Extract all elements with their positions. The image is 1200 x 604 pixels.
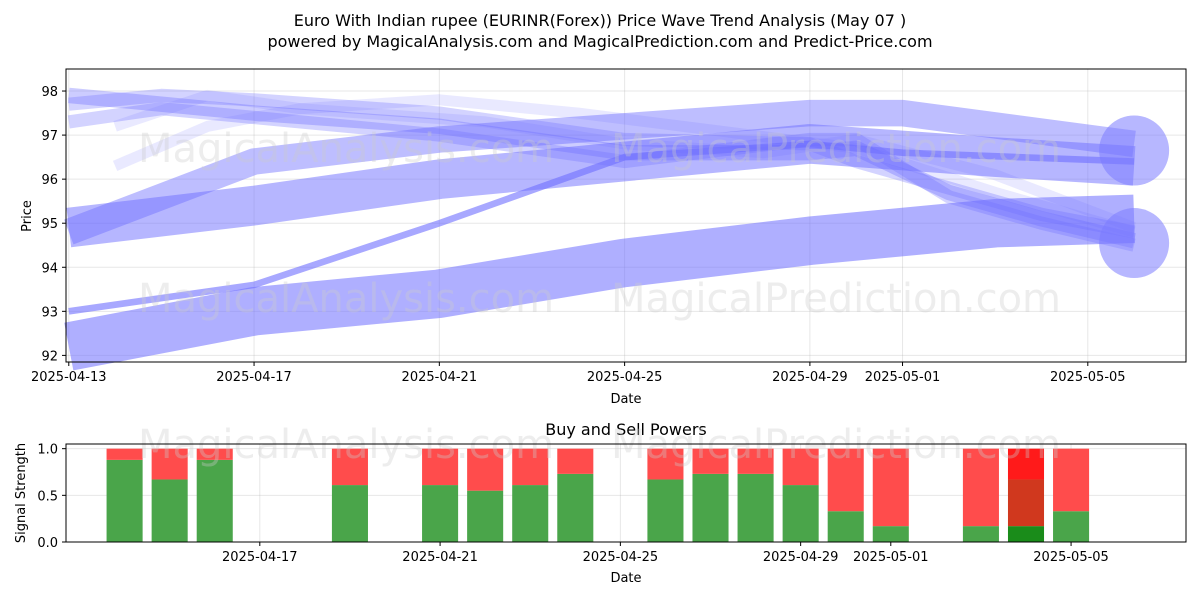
price-x-ticks: 2025-04-13 2025-04-17 2025-04-21 2025-04-25…: [31, 362, 1126, 385]
sell-power-bar: [692, 448, 729, 474]
power-x-tick-label: 2025-04-25: [583, 550, 659, 565]
sell-power-bar: [422, 448, 459, 486]
buy-power-bar: [467, 490, 504, 542]
price-y-tick-label: 95: [41, 217, 58, 232]
price-x-tick-label: 2025-04-21: [402, 370, 478, 385]
watermark-prediction-bottom: MagicalPrediction.com: [611, 422, 1061, 468]
price-y-tick-label: 98: [41, 85, 58, 100]
power-x-axis-label: Date: [610, 571, 641, 586]
buy-power-bar: [647, 479, 684, 542]
power-panel: Buy and Sell Powers MagicalAnalysis.com …: [14, 420, 1187, 586]
watermark-analysis-mid: MagicalAnalysis.com: [138, 276, 554, 322]
power-x-tick-label: 2025-04-21: [402, 550, 478, 565]
price-wave-band: [68, 88, 1136, 239]
price-x-axis-label: Date: [610, 392, 641, 407]
power-y-tick-label: 0.0: [37, 536, 58, 551]
price-y-tick-label: 97: [41, 129, 58, 144]
sell-power-bar: [827, 448, 864, 512]
price-wave-band: [64, 99, 1136, 245]
price-y-tick-label: 92: [41, 349, 58, 364]
price-y-axis-label: Price: [20, 200, 35, 232]
power-y-axis-label: Signal Strength: [14, 443, 29, 543]
price-x-tick-label: 2025-04-29: [772, 370, 848, 385]
power-y-tick-label: 0.5: [37, 489, 58, 504]
price-y-tick-label: 94: [41, 261, 58, 276]
figure-title-line2: powered by MagicalAnalysis.com and Magic…: [267, 32, 932, 51]
price-wave-band: [64, 194, 1135, 371]
price-x-tick-label: 2025-04-25: [587, 370, 663, 385]
power-x-tick-label: 2025-05-01: [853, 550, 929, 565]
sell-power-bar: [467, 448, 504, 491]
sell-power-bar-top: [1007, 448, 1045, 480]
buy-power-bar: [151, 479, 188, 542]
buy-power-bar: [872, 526, 909, 542]
buy-power-bar: [962, 526, 999, 542]
price-plot-frame: [65, 68, 1187, 363]
sell-power-bar: [1007, 479, 1045, 527]
price-x-tick-label: 2025-04-13: [31, 370, 107, 385]
price-end-markers: [1099, 115, 1170, 279]
power-y-ticks: 0.0 0.5 1.0: [37, 443, 66, 551]
buy-power-bar: [422, 485, 459, 542]
price-y-tick-label: 93: [41, 305, 58, 320]
buy-power-bar: [1053, 511, 1090, 542]
price-wave-bands: [64, 87, 1137, 371]
sell-power-bar: [962, 448, 999, 527]
sell-power-bar: [557, 448, 594, 474]
sell-power-bar: [151, 448, 188, 480]
power-plot-frame: [65, 443, 1187, 543]
price-x-tick-label: 2025-05-01: [865, 370, 941, 385]
sell-power-bar: [782, 448, 819, 486]
price-y-tick-label: 96: [41, 173, 58, 188]
buy-power-bar: [782, 485, 819, 542]
sell-power-bar: [331, 448, 368, 486]
sell-power-bar: [647, 448, 684, 480]
buy-power-bar: [557, 473, 594, 542]
buy-power-bar: [737, 473, 774, 542]
price-wave-band: [112, 94, 1136, 238]
power-plot-area: [66, 444, 1186, 542]
price-y-ticks: 92 93 94 95 96 97 98: [41, 85, 66, 364]
buy-power-bar: [106, 459, 143, 542]
buy-power-bar: [196, 459, 233, 542]
price-x-tick-label: 2025-05-05: [1050, 370, 1126, 385]
buy-power-bar: [331, 485, 368, 542]
buy-power-bar: [692, 473, 729, 542]
sell-power-bar: [737, 448, 774, 474]
power-x-tick-label: 2025-04-29: [763, 550, 839, 565]
price-end-marker: [1099, 115, 1170, 186]
buy-power-bar: [827, 511, 864, 542]
sell-power-bar: [106, 448, 143, 460]
price-wave-band: [68, 140, 1135, 315]
price-end-marker: [1099, 208, 1170, 279]
power-y-tick-label: 1.0: [37, 443, 58, 458]
power-x-ticks: 2025-04-17 2025-04-21 2025-04-25 2025-04-29…: [222, 542, 1109, 565]
figure-title-line1: Euro With Indian rupee (EURINR(Forex)) P…: [294, 11, 906, 30]
buy-power-bar: [1007, 526, 1045, 542]
power-x-tick-label: 2025-05-05: [1033, 550, 1109, 565]
sell-power-bar: [196, 448, 233, 460]
sell-power-bar: [872, 448, 909, 527]
power-x-tick-label: 2025-04-17: [222, 550, 298, 565]
price-panel: MagicalAnalysis.com MagicalPrediction.co…: [20, 68, 1187, 407]
sell-power-bar: [512, 448, 549, 486]
buy-power-bar: [512, 485, 549, 542]
power-bars: [106, 448, 1090, 542]
watermark-prediction-mid: MagicalPrediction.com: [611, 276, 1061, 322]
watermark-analysis-top: MagicalAnalysis.com: [138, 126, 554, 172]
price-wave-band: [113, 89, 1137, 233]
power-panel-title: Buy and Sell Powers: [545, 420, 707, 439]
watermark-analysis-bottom: MagicalAnalysis.com: [138, 422, 554, 468]
sell-power-bar: [1053, 448, 1090, 512]
price-x-tick-label: 2025-04-17: [216, 370, 292, 385]
watermark-prediction-top: MagicalPrediction.com: [611, 126, 1061, 172]
